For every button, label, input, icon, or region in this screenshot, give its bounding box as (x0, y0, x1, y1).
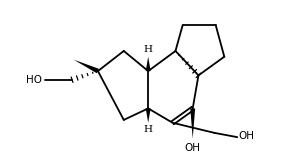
Polygon shape (146, 57, 151, 71)
Polygon shape (190, 108, 195, 139)
Text: H: H (144, 45, 153, 54)
Text: OH: OH (185, 143, 201, 153)
Polygon shape (74, 60, 99, 73)
Text: HO: HO (27, 75, 42, 85)
Polygon shape (146, 108, 151, 123)
Text: H: H (144, 125, 153, 134)
Text: OH: OH (239, 131, 255, 141)
